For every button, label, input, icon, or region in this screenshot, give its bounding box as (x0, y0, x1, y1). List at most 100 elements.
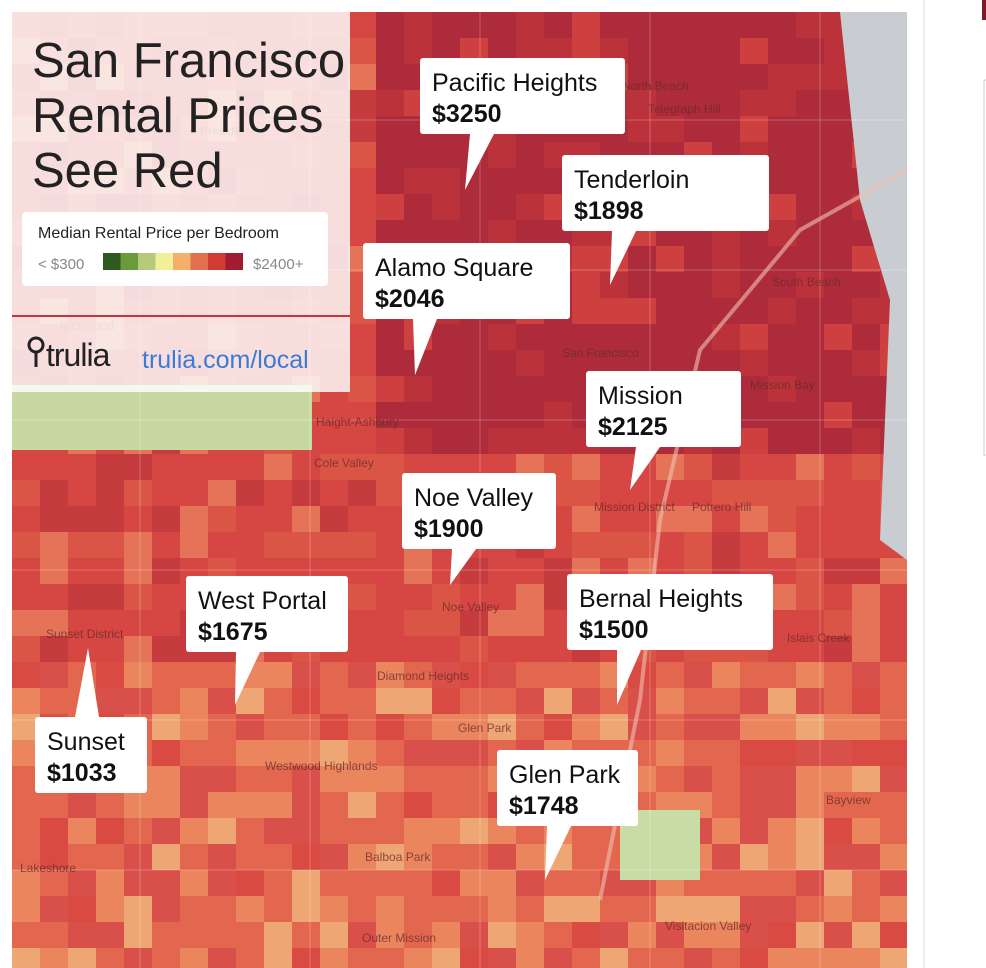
map-block (712, 246, 740, 272)
map-block (40, 662, 68, 688)
callout-price: $1898 (574, 197, 644, 225)
map-block (516, 714, 544, 740)
callout-name: Glen Park (509, 761, 621, 789)
map-block (516, 844, 544, 870)
map-block (628, 298, 656, 324)
map-block (852, 350, 880, 376)
map-block (684, 246, 712, 272)
map-block (348, 610, 376, 636)
map-block (488, 324, 516, 350)
map-block (404, 688, 432, 714)
map-block (180, 922, 208, 948)
map-block (516, 168, 544, 194)
map-block (544, 714, 572, 740)
map-block (572, 298, 600, 324)
map-block (852, 948, 880, 968)
map-block (516, 870, 544, 896)
map-block (68, 896, 96, 922)
callout-box (420, 58, 625, 134)
map-block (768, 38, 796, 64)
map-block (796, 272, 824, 298)
map-block (96, 662, 124, 688)
map-block (880, 922, 907, 948)
map-block (348, 90, 376, 116)
map-block (292, 688, 320, 714)
map-block (712, 532, 740, 558)
map-block (796, 948, 824, 968)
map-block (768, 12, 796, 38)
map-block (404, 870, 432, 896)
callout-name: Sunset (47, 728, 125, 756)
map-block (824, 688, 852, 714)
map-block (124, 792, 152, 818)
map-block (768, 922, 796, 948)
callout-name: Pacific Heights (432, 69, 597, 97)
map-block (796, 844, 824, 870)
map-block (852, 688, 880, 714)
map-block (852, 506, 880, 532)
map-block (572, 922, 600, 948)
legend-swatch (225, 253, 243, 270)
map-block (376, 896, 404, 922)
map-block (852, 844, 880, 870)
map-block (656, 324, 684, 350)
map-label: Mission Bay (750, 378, 815, 392)
map-block (292, 506, 320, 532)
map-block (348, 142, 376, 168)
map-block (124, 922, 152, 948)
map-block (684, 896, 712, 922)
map-block (208, 480, 236, 506)
map-block (516, 636, 544, 662)
map-block (124, 506, 152, 532)
map-block (852, 480, 880, 506)
map-block (208, 844, 236, 870)
map-block (292, 922, 320, 948)
map-block (516, 584, 544, 610)
map-block (264, 714, 292, 740)
map-block (824, 662, 852, 688)
map-block (824, 272, 852, 298)
map-label: Glen Park (458, 721, 512, 735)
map-block (712, 818, 740, 844)
map-block (208, 506, 236, 532)
map-block (152, 818, 180, 844)
map-block (796, 194, 824, 220)
map-block (124, 532, 152, 558)
map-block (208, 870, 236, 896)
map-block (628, 90, 656, 116)
map-block (152, 714, 180, 740)
legend-title: Median Rental Price per Bedroom (38, 225, 279, 242)
map-block (712, 844, 740, 870)
map-block (96, 818, 124, 844)
map-block (432, 662, 460, 688)
map-block (68, 480, 96, 506)
map-block (208, 688, 236, 714)
map-label: Lakeshore (20, 861, 76, 875)
map-block (236, 818, 264, 844)
map-block (348, 584, 376, 610)
map-block (152, 844, 180, 870)
map-block (572, 246, 600, 272)
map-block (264, 922, 292, 948)
map-block (628, 246, 656, 272)
map-block (460, 402, 488, 428)
map-block (152, 766, 180, 792)
map-block (488, 688, 516, 714)
map-block (320, 896, 348, 922)
map-block (516, 558, 544, 584)
map-block (208, 818, 236, 844)
map-block (852, 454, 880, 480)
map-block (404, 584, 432, 610)
map-block (124, 584, 152, 610)
map-block (320, 506, 348, 532)
map-block (96, 454, 124, 480)
map-block (544, 324, 572, 350)
map-block (488, 558, 516, 584)
callout-price: $1900 (414, 515, 484, 543)
map-block (656, 740, 684, 766)
legend-swatch (155, 253, 173, 270)
map-block (40, 480, 68, 506)
map-block (516, 142, 544, 168)
map-block (516, 12, 544, 38)
map-block (796, 376, 824, 402)
